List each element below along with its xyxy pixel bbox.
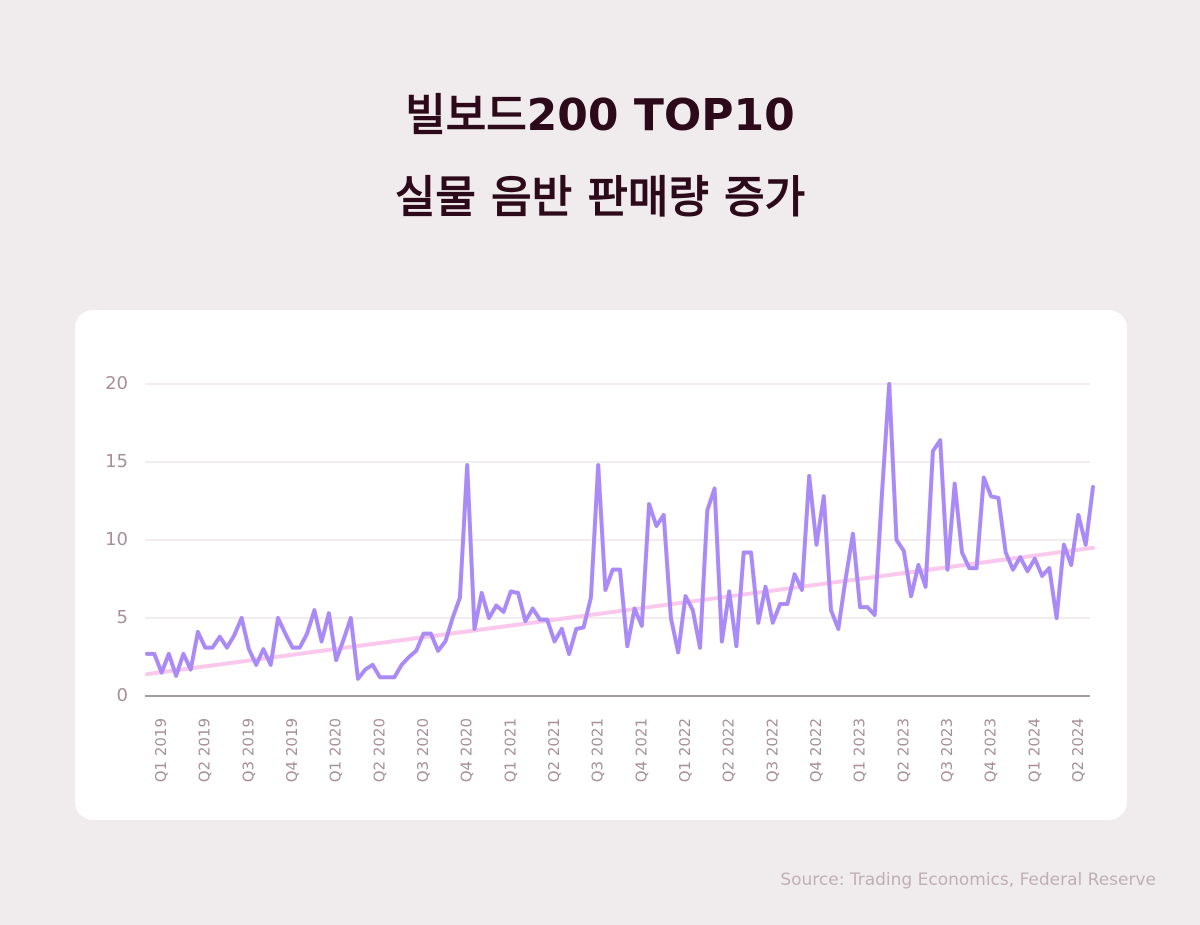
x-tick-label: Q2 2024 — [1069, 718, 1087, 782]
x-tick-label: Q1 2022 — [676, 718, 694, 782]
x-tick-label: Q1 2019 — [152, 718, 170, 782]
x-tick-label: Q4 2021 — [632, 718, 650, 782]
y-tick-label: 10 — [105, 529, 128, 550]
chart-card — [75, 310, 1127, 820]
y-tick-label: 5 — [117, 607, 128, 628]
y-tick-label: 0 — [117, 685, 128, 706]
x-tick-label: Q2 2023 — [894, 718, 912, 782]
x-tick-label: Q1 2021 — [501, 718, 519, 782]
x-tick-label: Q3 2021 — [589, 718, 607, 782]
chart-title: 빌보드200 TOP10 — [405, 90, 795, 141]
data-line — [145, 382, 1095, 681]
x-tick-label: Q4 2019 — [283, 718, 301, 782]
y-tick-label: 15 — [105, 451, 128, 472]
x-tick-label: Q3 2020 — [414, 718, 432, 782]
trend-line — [145, 545, 1095, 677]
x-tick-label: Q1 2024 — [1025, 718, 1043, 782]
x-tick-label: Q2 2021 — [545, 718, 563, 782]
x-tick-label: Q2 2022 — [720, 718, 738, 782]
x-tick-label: Q2 2019 — [196, 718, 214, 782]
y-tick-label: 20 — [105, 373, 128, 394]
x-tick-label: Q3 2019 — [239, 718, 257, 782]
x-tick-label: Q2 2020 — [370, 718, 388, 782]
x-tick-label: Q1 2023 — [851, 718, 869, 782]
chart-title: 실물 음반 판매량 증가 — [395, 172, 805, 223]
x-tick-label: Q4 2020 — [458, 718, 476, 782]
x-tick-label: Q4 2023 — [982, 718, 1000, 782]
x-tick-label: Q1 2020 — [327, 718, 345, 782]
source-note: Source: Trading Economics, Federal Reser… — [780, 870, 1156, 890]
x-tick-label: Q3 2023 — [938, 718, 956, 782]
x-tick-label: Q3 2022 — [763, 718, 781, 782]
x-tick-label: Q4 2022 — [807, 718, 825, 782]
